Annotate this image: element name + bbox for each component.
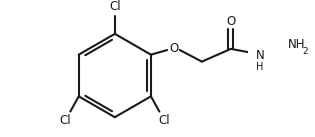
Text: Cl: Cl	[159, 114, 170, 127]
Text: O: O	[169, 42, 179, 55]
Text: O: O	[226, 15, 235, 28]
Text: NH: NH	[288, 38, 305, 51]
Text: N: N	[255, 49, 264, 62]
Text: Cl: Cl	[60, 114, 71, 127]
Text: Cl: Cl	[109, 0, 121, 13]
Text: 2: 2	[302, 47, 308, 56]
Text: H: H	[256, 62, 263, 72]
